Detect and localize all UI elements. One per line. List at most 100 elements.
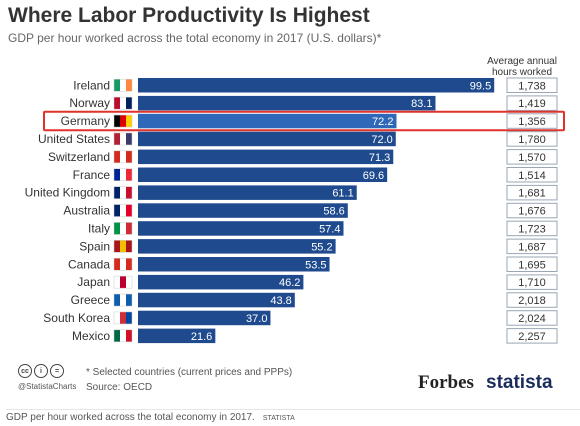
hours-box-spain <box>506 238 558 255</box>
flag-mexico-a <box>114 329 120 342</box>
category-label-united-states: United States <box>38 132 110 146</box>
image-caption: GDP per hour worked across the total eco… <box>6 409 580 423</box>
flag-greece-border <box>113 293 133 307</box>
category-label-ireland: Ireland <box>73 78 110 92</box>
category-label-germany: Germany <box>61 114 110 128</box>
category-label-spain: Spain <box>79 239 110 253</box>
flag-spain-a <box>114 240 120 253</box>
flag-united-states-b <box>120 132 126 145</box>
flag-germany-a <box>114 115 120 128</box>
flag-australia-a <box>114 204 120 217</box>
value-label-south-korea: 37.0 <box>246 313 267 325</box>
hours-label-france: 1,514 <box>518 170 546 182</box>
hours-box-switzerland <box>506 149 558 165</box>
flag-italy-b <box>120 222 126 235</box>
flag-south-korea-border <box>113 311 133 325</box>
hours-label-greece: 2,018 <box>518 295 546 307</box>
hours-box-japan <box>506 274 558 290</box>
flag-united-kingdom-a <box>114 186 120 199</box>
value-label-canada: 53.5 <box>305 259 326 271</box>
flag-norway-border <box>113 96 133 110</box>
flag-norway-c <box>126 97 132 110</box>
bar-italy <box>138 221 344 236</box>
highlight-box-germany <box>43 110 565 132</box>
flag-united-states-a <box>114 132 120 145</box>
hours-label-united-kingdom: 1,681 <box>518 188 546 200</box>
hours-box-canada <box>506 256 558 272</box>
flag-italy-c <box>126 222 132 235</box>
hours-box-australia <box>506 202 558 219</box>
hours-label-mexico: 2,257 <box>518 331 546 343</box>
flag-france-a <box>114 168 120 181</box>
caption-source: STATISTA <box>262 415 295 422</box>
flag-japan-border <box>113 275 133 289</box>
hours-label-australia: 1,676 <box>518 206 546 218</box>
flag-spain-c <box>126 240 132 253</box>
value-label-spain: 55.2 <box>311 241 332 253</box>
value-label-australia: 58.6 <box>323 206 344 218</box>
creative-commons-icon: cc <box>18 364 32 378</box>
flag-united-states-border <box>113 132 133 146</box>
no-derivatives-icon: = <box>50 364 64 378</box>
hours-label-ireland: 1,738 <box>518 80 546 92</box>
flag-germany-c <box>126 115 132 128</box>
flag-greece-a <box>114 294 120 307</box>
flag-ireland-border <box>113 79 133 92</box>
value-label-italy: 57.4 <box>319 223 340 235</box>
flag-france-border <box>113 168 133 181</box>
hours-column-header: Average annual hours worked <box>487 56 557 78</box>
value-label-mexico: 21.6 <box>191 331 212 343</box>
flag-australia-border <box>113 204 133 217</box>
hours-label-norway: 1,419 <box>518 98 546 110</box>
bar-south-korea <box>138 310 271 326</box>
flag-italy-a <box>114 222 120 235</box>
flag-mexico-border <box>113 329 133 343</box>
category-label-switzerland: Switzerland <box>48 150 110 164</box>
statista-logo: statista <box>486 372 553 393</box>
flag-norway-a <box>114 97 120 110</box>
bar-united-states <box>138 131 396 147</box>
value-label-japan: 46.2 <box>279 277 300 289</box>
hours-box-united-states <box>506 131 558 147</box>
bar-australia <box>138 203 348 218</box>
hours-label-united-states: 1,780 <box>518 134 546 146</box>
bar-greece <box>138 292 295 308</box>
hours-box-france <box>506 167 558 183</box>
flag-spain-border <box>113 240 133 253</box>
category-label-norway: Norway <box>69 96 110 110</box>
footnote: * Selected countries (current prices and… <box>86 367 293 378</box>
bar-canada <box>138 257 330 272</box>
category-label-italy: Italy <box>88 221 110 235</box>
hours-box-mexico <box>506 328 558 344</box>
hours-label-canada: 1,695 <box>518 259 546 271</box>
hours-box-norway <box>506 95 558 111</box>
flag-united-kingdom-b <box>120 186 126 199</box>
flag-germany-b <box>120 115 126 128</box>
flag-south-korea-b <box>120 311 126 324</box>
flag-italy-border <box>113 222 133 235</box>
flag-japan-a <box>114 276 120 289</box>
chart-subtitle: GDP per hour worked across the total eco… <box>8 31 382 45</box>
flag-germany-border <box>113 114 133 128</box>
hours-label-south-korea: 2,024 <box>518 313 546 325</box>
flag-ireland-c <box>126 79 132 92</box>
flag-switzerland-b <box>120 150 126 163</box>
hours-label-switzerland: 1,570 <box>518 152 546 164</box>
bar-spain <box>138 239 336 254</box>
flag-switzerland-border <box>113 150 133 164</box>
value-label-united-states: 72.0 <box>371 134 392 146</box>
flag-canada-b <box>120 258 126 271</box>
bar-mexico <box>138 328 216 344</box>
hours-box-germany <box>506 113 558 129</box>
chart-title: Where Labor Productivity Is Highest <box>8 4 370 27</box>
flag-united-kingdom-c <box>126 186 132 199</box>
value-label-germany: 72.2 <box>372 116 393 128</box>
hours-label-italy: 1,723 <box>518 223 546 235</box>
hours-box-united-kingdom <box>506 184 558 201</box>
hours-box-south-korea <box>506 310 558 326</box>
flag-united-states-c <box>126 132 132 145</box>
flag-greece-c <box>126 294 132 307</box>
category-label-mexico: Mexico <box>72 329 110 343</box>
flag-canada-a <box>114 258 120 271</box>
